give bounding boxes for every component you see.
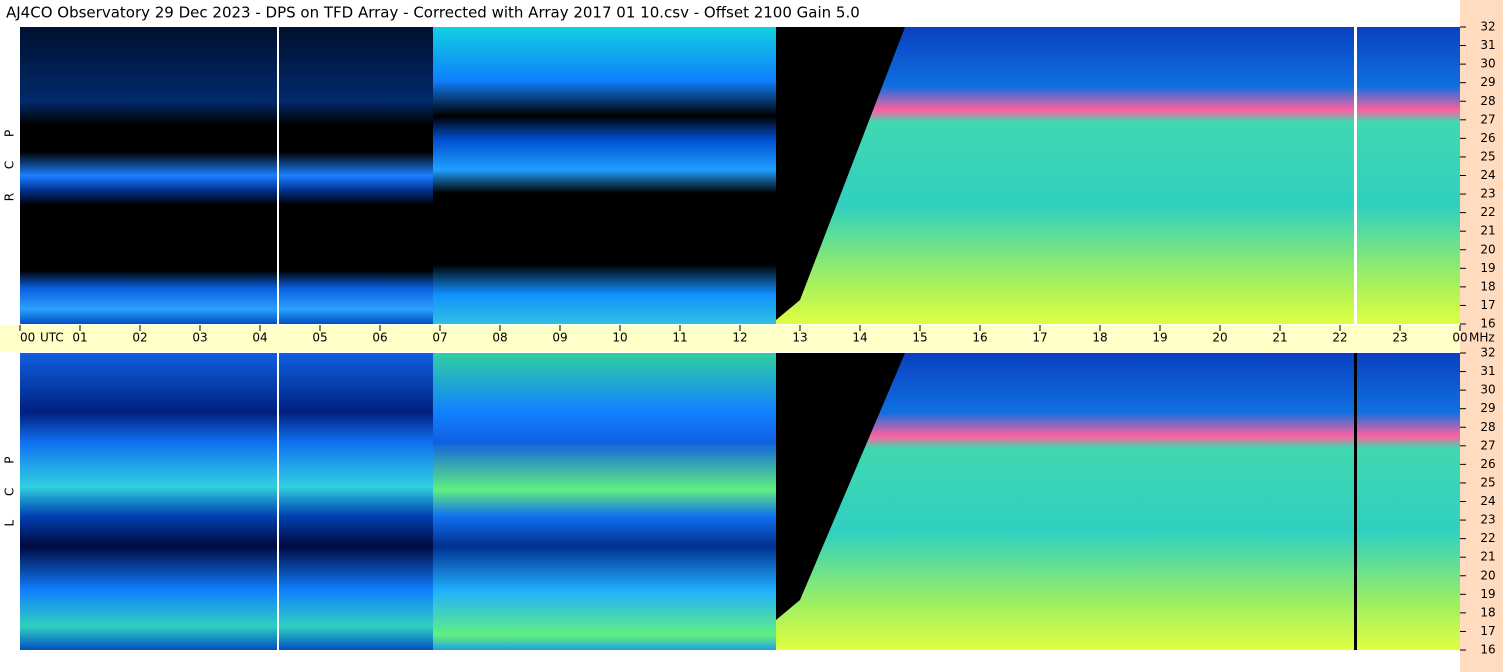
y-tick-label: 19: [1480, 587, 1495, 601]
x-tick-label: 14: [852, 331, 867, 345]
y-tick-label: 29: [1480, 75, 1495, 89]
x-tick-label: 13: [792, 331, 807, 345]
y-tick-label: 30: [1480, 57, 1495, 71]
x-tick-label: 00: [1452, 331, 1467, 345]
y-tick-label: 25: [1480, 475, 1495, 489]
spectrum-image: [20, 27, 433, 324]
panel-label: L C P: [3, 447, 17, 527]
y-tick-label: 22: [1480, 205, 1495, 219]
x-tick-label: 05: [312, 331, 327, 345]
chart-title: AJ4CO Observatory 29 Dec 2023 - DPS on T…: [6, 4, 860, 22]
y-tick-label: 32: [1480, 20, 1495, 34]
y-tick-label: 26: [1480, 131, 1495, 145]
y-tick-label: 20: [1480, 568, 1495, 582]
x-tick-label: 11: [672, 331, 687, 345]
x-tick-label: 22: [1332, 331, 1347, 345]
spectrum-image: [20, 353, 433, 650]
y-tick-label: 16: [1480, 317, 1495, 331]
spectrum-artifact: [277, 353, 279, 650]
y-tick-label: 24: [1480, 168, 1495, 182]
y-tick-label: 17: [1480, 624, 1495, 638]
y-tick-label: 25: [1480, 149, 1495, 163]
spectrum-artifact: [1354, 27, 1357, 324]
y-tick-label: 18: [1480, 279, 1495, 293]
axis-column: [1460, 0, 1503, 672]
x-tick-label: 06: [372, 331, 387, 345]
y-tick-label: 20: [1480, 242, 1495, 256]
spectrum-image: [776, 353, 1460, 650]
y-tick-label: 30: [1480, 383, 1495, 397]
y-tick-label: 19: [1480, 261, 1495, 275]
y-tick-label: 23: [1480, 187, 1495, 201]
y-tick-label: 23: [1480, 513, 1495, 527]
spectrum-artifact: [1354, 353, 1357, 650]
spectrum-image: [433, 27, 776, 324]
x-tick-label: 04: [252, 331, 267, 345]
y-tick-label: 18: [1480, 605, 1495, 619]
x-tick-label: 01: [72, 331, 87, 345]
y-tick-label: 31: [1480, 38, 1495, 52]
x-tick-label: 18: [1092, 331, 1107, 345]
y-tick-label: 21: [1480, 550, 1495, 564]
x-tick-label: 10: [612, 331, 627, 345]
time-axis-band: [0, 325, 1460, 352]
y-tick-label: 16: [1480, 643, 1495, 657]
x-tick-label: 08: [492, 331, 507, 345]
y-tick-label: 32: [1480, 346, 1495, 360]
x-tick-label: 15: [912, 331, 927, 345]
x-tick-label: 09: [552, 331, 567, 345]
x-tick-label: 16: [972, 331, 987, 345]
x-axis-label: UTC: [40, 331, 64, 345]
panel-label: R C P: [3, 120, 17, 202]
y-tick-label: 27: [1480, 112, 1495, 126]
y-tick-label: 28: [1480, 94, 1495, 108]
spectrum-image: [776, 353, 905, 620]
x-tick-label: 02: [132, 331, 147, 345]
spectrum-image: [433, 353, 776, 650]
y-axis-label: MHz: [1469, 331, 1495, 345]
y-tick-label: 31: [1480, 364, 1495, 378]
x-tick-label: 19: [1152, 331, 1167, 345]
spectrum-image: [776, 27, 905, 320]
spectrum-artifact: [277, 27, 279, 324]
y-tick-label: 26: [1480, 457, 1495, 471]
x-tick-label: 07: [432, 331, 447, 345]
x-tick-label: 17: [1032, 331, 1047, 345]
x-tick-label: 03: [192, 331, 207, 345]
x-tick-label: 21: [1272, 331, 1287, 345]
y-tick-label: 17: [1480, 298, 1495, 312]
y-tick-label: 21: [1480, 224, 1495, 238]
x-tick-label: 20: [1212, 331, 1227, 345]
x-tick-label: 12: [732, 331, 747, 345]
x-tick-label: 00: [20, 331, 35, 345]
x-tick-label: 23: [1392, 331, 1407, 345]
y-tick-label: 24: [1480, 494, 1495, 508]
y-tick-label: 28: [1480, 420, 1495, 434]
y-tick-label: 29: [1480, 401, 1495, 415]
y-tick-label: 22: [1480, 531, 1495, 545]
spectrum-image: [776, 27, 1460, 324]
y-tick-label: 27: [1480, 438, 1495, 452]
